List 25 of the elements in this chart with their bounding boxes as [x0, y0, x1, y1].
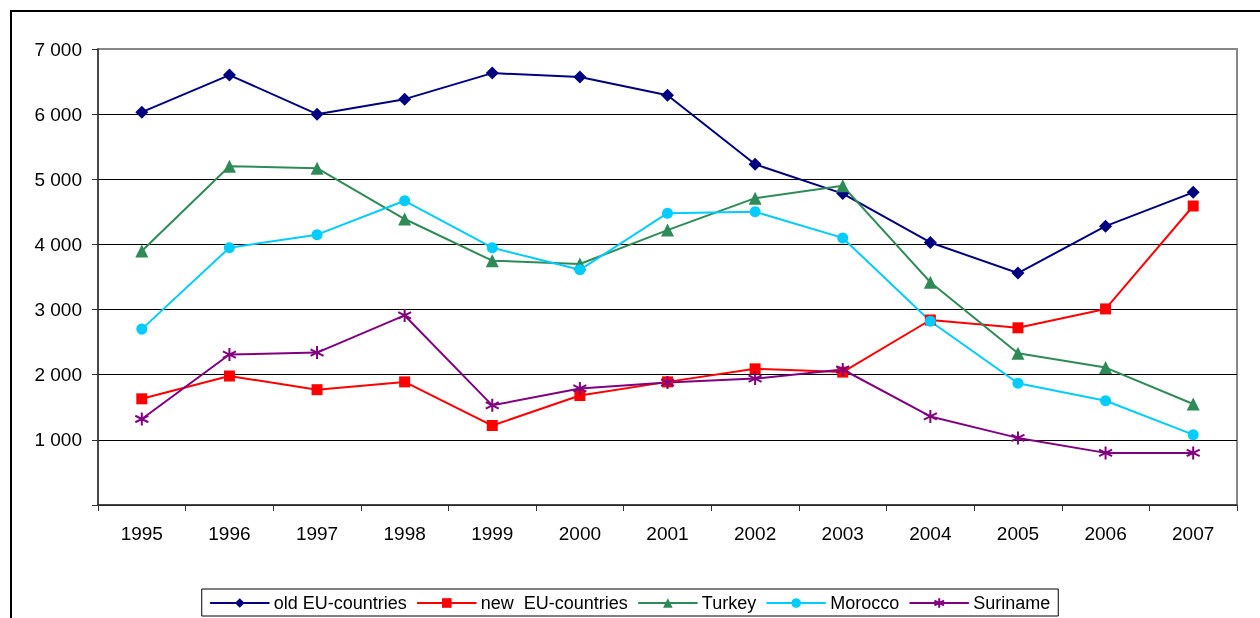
y-tick-label: 2 000 — [34, 364, 82, 386]
x-tick-label: 2005 — [996, 523, 1040, 544]
legend-label: new EU-countries — [480, 593, 628, 613]
x-tick-label: 2001 — [646, 523, 689, 544]
x-tick-label: 2000 — [558, 523, 602, 544]
legend-label: Morocco — [830, 593, 900, 613]
y-tick-label: 5 000 — [34, 168, 82, 190]
x-tick-label: 1999 — [471, 523, 514, 544]
x-tick-label: 2006 — [1084, 523, 1127, 544]
y-tick-label: 3 000 — [34, 299, 82, 321]
x-tick-label: 1997 — [295, 523, 339, 544]
legend-label: Suriname — [973, 593, 1051, 613]
y-tick-label: 1 000 — [34, 429, 82, 451]
legend-label: old EU-countries — [273, 593, 407, 613]
x-tick-label: 2002 — [733, 523, 777, 544]
x-tick-label: 1996 — [208, 523, 251, 544]
y-tick-label: 4 000 — [34, 233, 82, 255]
x-tick-label: 1998 — [383, 523, 426, 544]
y-tick-label: 7 000 — [34, 38, 82, 60]
x-tick-label: 2007 — [1172, 523, 1215, 544]
x-tick-label: 2004 — [909, 523, 952, 544]
legend-label: Turkey — [701, 593, 757, 613]
y-tick-label: 6 000 — [34, 103, 82, 125]
x-tick-label: 2003 — [821, 523, 864, 544]
x-tick-label: 1995 — [120, 523, 163, 544]
